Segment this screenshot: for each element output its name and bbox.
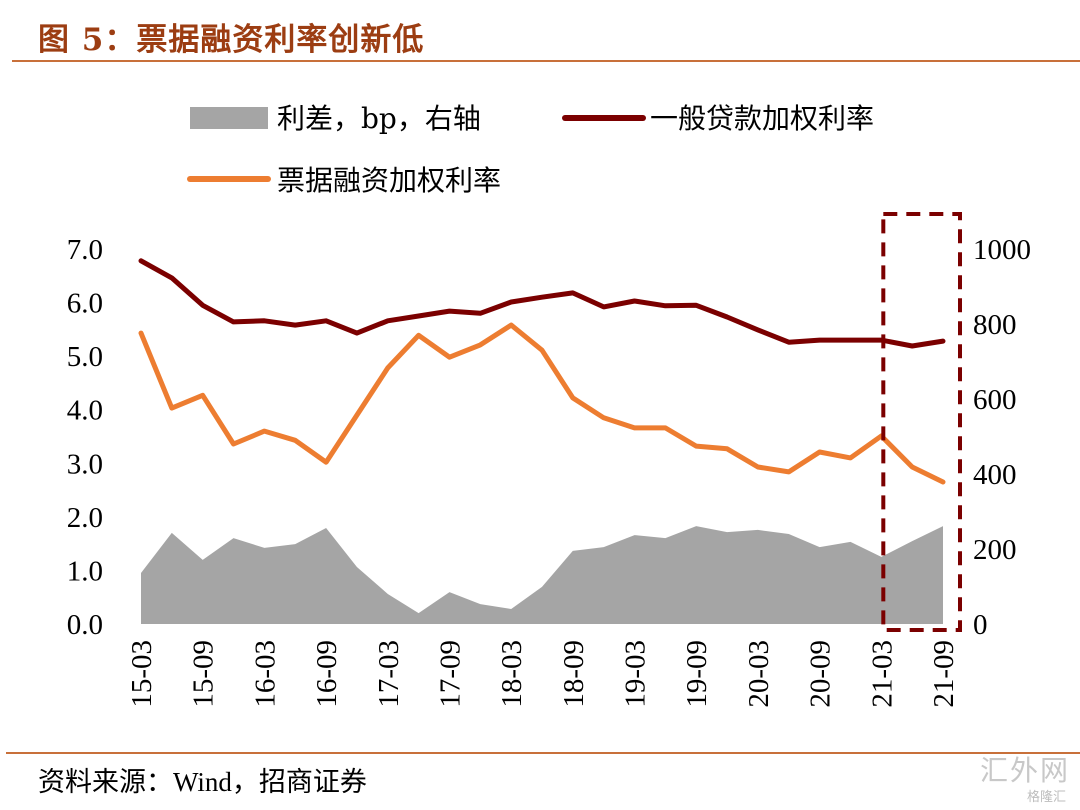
y-axis-left: 0.0 1.0 2.0 3.0 4.0 5.0 6.0 7.0: [67, 234, 103, 641]
title-rule: [12, 60, 1080, 62]
y-right-tick-label: 200: [973, 534, 1017, 566]
x-tick-label: 21-09: [928, 640, 960, 708]
y-left-tick-label: 1.0: [67, 555, 103, 587]
y-right-tick-label: 0: [973, 609, 988, 641]
chart-title: 图 5：票据融资利率创新低: [38, 22, 425, 58]
watermark-overlay: 格隆汇: [1026, 790, 1066, 805]
plot-area: [138, 212, 962, 632]
y-right-tick-label: 1000: [973, 234, 1031, 266]
x-tick-label: 19-03: [620, 640, 652, 708]
highlight-dashed-box: [881, 212, 962, 632]
y-right-tick-label: 600: [973, 384, 1017, 416]
series-line-loan-rate: [138, 258, 946, 349]
series-area-spread: [141, 526, 943, 624]
footer-rule: [6, 752, 1080, 754]
y-left-tick-label: 3.0: [67, 448, 103, 480]
x-tick-label: 18-09: [558, 640, 590, 708]
x-tick-label: 20-09: [805, 640, 837, 708]
y-left-tick-label: 7.0: [67, 234, 103, 266]
y-left-tick-label: 0.0: [67, 609, 103, 641]
legend: 利差，bp，右轴 一般贷款加权利率 票据融资加权利率: [187, 102, 874, 197]
legend-label-bill-rate: 票据融资加权利率: [277, 164, 501, 197]
legend-swatch-spread: [190, 107, 268, 129]
source-note: 资料来源：Wind，招商证券: [38, 767, 367, 797]
x-tick-label: 17-09: [434, 640, 466, 708]
y-right-tick-label: 800: [973, 309, 1017, 341]
x-tick-label: 19-09: [681, 640, 713, 708]
x-tick-label: 18-03: [496, 640, 528, 708]
x-axis: 15-03 15-09 16-03 16-09 17-03 17-09 18-03 18-09…: [126, 640, 960, 708]
legend-label-loan-rate: 一般贷款加权利率: [650, 102, 874, 135]
y-right-tick-label: 400: [973, 459, 1017, 491]
x-tick-label: 21-03: [866, 640, 898, 708]
series-line-bill-rate: [138, 322, 946, 485]
y-left-tick-label: 6.0: [67, 288, 103, 320]
y-left-tick-label: 2.0: [67, 502, 103, 534]
y-left-tick-label: 4.0: [67, 395, 103, 427]
y-axis-right: 0 200 400 600 800 1000: [973, 234, 1031, 641]
x-tick-label: 16-09: [311, 640, 343, 708]
y-left-tick-label: 5.0: [67, 341, 103, 373]
legend-label-spread: 利差，bp，右轴: [277, 102, 481, 135]
watermark: 汇外网: [979, 754, 1070, 787]
x-tick-label: 20-03: [743, 640, 775, 708]
x-tick-label: 16-03: [249, 640, 281, 708]
x-tick-label: 17-03: [373, 640, 405, 708]
x-tick-label: 15-03: [126, 640, 158, 708]
x-tick-label: 15-09: [188, 640, 220, 708]
